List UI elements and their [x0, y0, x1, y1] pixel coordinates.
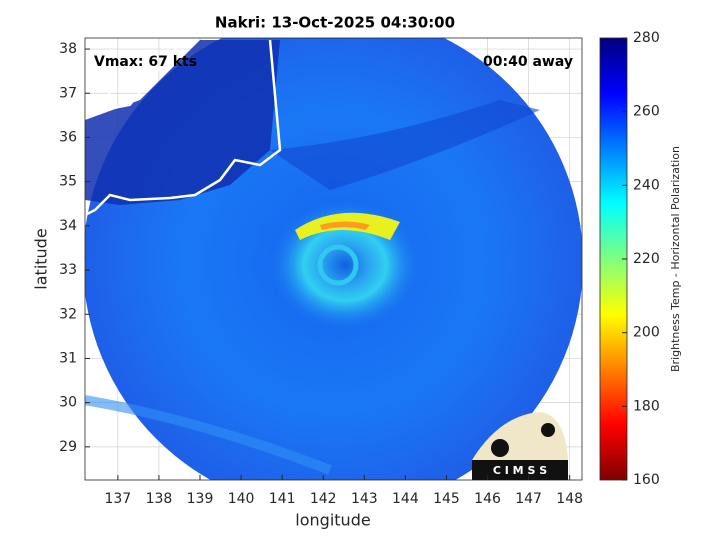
x-axis-label: longitude: [295, 511, 370, 530]
colorbar-tick-label: 200: [633, 325, 660, 341]
chart-title: Nakri: 13-Oct-2025 04:30:00: [215, 14, 455, 32]
colorbar-tick-label: 260: [633, 104, 660, 120]
colorbar-tick-label: 240: [633, 177, 660, 193]
x-tick-label: 148: [556, 491, 583, 507]
y-tick-label: 29: [59, 439, 77, 455]
y-axis-label: latitude: [32, 228, 51, 289]
x-tick-label: 142: [310, 491, 337, 507]
x-tick-label: 146: [474, 491, 501, 507]
x-tick-label: 143: [351, 491, 378, 507]
x-tick-label: 139: [187, 491, 214, 507]
y-tick-label: 38: [59, 41, 77, 57]
satellite-image: [85, 38, 582, 480]
x-tick-label: 137: [104, 491, 131, 507]
y-tick-label: 31: [59, 350, 77, 366]
y-tick-label: 30: [59, 395, 77, 411]
colorbar-tick-label: 220: [633, 251, 660, 267]
x-tick-label: 144: [392, 491, 419, 507]
y-tick-label: 32: [59, 306, 77, 322]
y-tick-label: 34: [59, 218, 77, 234]
x-tick-label: 145: [433, 491, 460, 507]
y-tick-label: 37: [59, 85, 77, 101]
annotation: Vmax: 67 kts: [94, 54, 197, 70]
x-tick-label: 147: [515, 491, 542, 507]
y-tick-label: 36: [59, 129, 77, 145]
colorbar-tick-label: 160: [633, 472, 660, 488]
plot-frame: [84, 37, 583, 481]
x-tick-label: 138: [146, 491, 173, 507]
y-tick-label: 33: [59, 262, 77, 278]
x-tick-label: 140: [228, 491, 255, 507]
x-tick-label: 141: [269, 491, 296, 507]
colorbar-tick-label: 180: [633, 398, 660, 414]
y-tick-label: 35: [59, 174, 77, 190]
annotation: 00:40 away: [483, 54, 573, 70]
colorbar-tick-label: 280: [633, 30, 660, 46]
logo: C I M S S: [472, 412, 568, 480]
logo-text: C I M S S: [493, 464, 547, 477]
colorbar-label: Brightness Temp - Horizontal Polarizatio…: [669, 146, 682, 372]
